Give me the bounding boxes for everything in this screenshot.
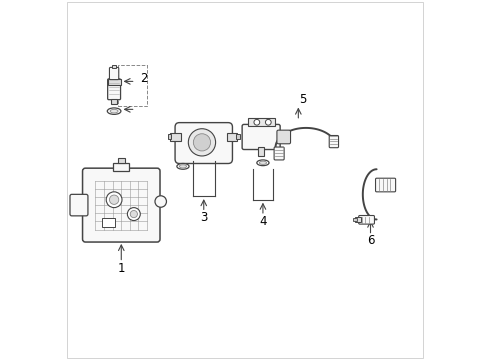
Bar <box>111 99 117 104</box>
Bar <box>113 163 129 171</box>
FancyBboxPatch shape <box>359 216 374 224</box>
Ellipse shape <box>179 165 187 168</box>
Ellipse shape <box>110 109 118 113</box>
Bar <box>108 78 121 85</box>
Text: 2: 2 <box>140 72 147 85</box>
Bar <box>112 65 116 68</box>
Circle shape <box>155 196 167 207</box>
Bar <box>118 158 125 163</box>
FancyBboxPatch shape <box>274 147 284 160</box>
Ellipse shape <box>177 163 189 169</box>
FancyBboxPatch shape <box>82 168 160 242</box>
Circle shape <box>266 120 271 125</box>
Circle shape <box>254 120 260 125</box>
Text: 5: 5 <box>299 93 307 106</box>
FancyBboxPatch shape <box>329 135 339 148</box>
Circle shape <box>127 208 140 221</box>
Bar <box>168 134 172 139</box>
Ellipse shape <box>259 161 267 165</box>
Circle shape <box>130 211 137 218</box>
Bar <box>353 219 357 221</box>
Circle shape <box>106 192 122 208</box>
Bar <box>247 118 275 126</box>
Bar <box>101 218 115 226</box>
FancyBboxPatch shape <box>108 79 121 100</box>
FancyBboxPatch shape <box>277 130 291 144</box>
Circle shape <box>194 134 211 151</box>
FancyBboxPatch shape <box>175 123 232 163</box>
Text: 3: 3 <box>200 211 207 224</box>
Bar <box>170 134 181 140</box>
Bar <box>236 134 240 139</box>
Circle shape <box>188 129 216 156</box>
Text: 1: 1 <box>118 262 125 275</box>
FancyBboxPatch shape <box>109 67 119 80</box>
Text: 4: 4 <box>259 215 267 228</box>
Ellipse shape <box>257 160 269 166</box>
Text: 6: 6 <box>367 234 374 247</box>
Bar <box>355 217 361 222</box>
Ellipse shape <box>107 108 121 114</box>
Circle shape <box>109 195 119 204</box>
Bar <box>258 147 264 156</box>
FancyBboxPatch shape <box>375 178 395 192</box>
FancyBboxPatch shape <box>242 125 280 149</box>
FancyBboxPatch shape <box>70 194 88 216</box>
Bar <box>118 65 147 107</box>
Bar <box>227 134 238 140</box>
